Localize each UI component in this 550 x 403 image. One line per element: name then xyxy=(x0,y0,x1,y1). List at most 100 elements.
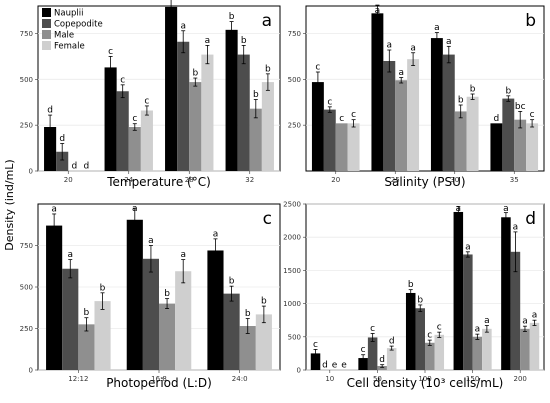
significance-letter: b xyxy=(505,86,511,96)
bar-male-240 xyxy=(239,326,256,370)
panel-letter: a xyxy=(262,11,272,31)
significance-letter: a xyxy=(522,317,528,327)
bar-female-100 xyxy=(434,334,445,370)
bar-female-200 xyxy=(529,322,540,370)
bar-copepodite-30 xyxy=(442,54,455,172)
panel-letter: d xyxy=(525,209,536,229)
bar-nauplii-25 xyxy=(371,13,384,172)
significance-letter: b xyxy=(408,280,414,290)
bar-copepodite-50 xyxy=(367,337,378,370)
significance-letter: c xyxy=(313,340,318,350)
y-tick-label: 0 xyxy=(29,168,33,176)
panel-c: 025050075012:12aabb16:8aaba24:0abbbcPhot… xyxy=(20,203,281,390)
legend-label: Nauplii xyxy=(54,9,83,19)
significance-letter: a xyxy=(532,311,538,321)
significance-letter: c xyxy=(120,75,125,85)
y-tick-label: 500 xyxy=(288,76,301,84)
significance-letter: b xyxy=(265,64,271,74)
bar-nauplii-168 xyxy=(126,219,143,370)
x-tick-label: 25 xyxy=(391,176,400,184)
x-axis-title: Salinity (PSU) xyxy=(384,175,465,189)
bar-copepodite-150 xyxy=(463,254,473,370)
legend-label: Copepodite xyxy=(54,20,103,30)
bar-female-32 xyxy=(261,82,274,171)
y-tick-label: 750 xyxy=(288,30,301,38)
significance-letter: a xyxy=(434,23,440,33)
bar-female-35 xyxy=(526,123,539,171)
significance-letter: a xyxy=(410,43,416,53)
y-tick-label: 750 xyxy=(20,30,33,38)
bar-male-100 xyxy=(425,342,435,370)
significance-letter: a xyxy=(465,242,471,252)
bar-nauplii-28 xyxy=(165,6,178,171)
legend-swatch xyxy=(42,41,51,50)
bar-nauplii-50 xyxy=(358,358,368,370)
significance-letter: a xyxy=(205,36,211,46)
significance-letter: a xyxy=(513,222,519,232)
y-tick-label: 2500 xyxy=(283,201,301,209)
significance-letter: a xyxy=(475,325,481,335)
y-tick-label: 500 xyxy=(20,76,33,84)
significance-letter: e xyxy=(332,361,338,371)
bar-copepodite-168 xyxy=(142,258,159,370)
x-tick-label: 50 xyxy=(373,375,382,383)
significance-letter: d xyxy=(71,162,77,172)
x-axis-title: Photoperiod (L:D) xyxy=(106,376,212,390)
significance-letter: b xyxy=(241,36,247,46)
panel-letter: b xyxy=(525,11,536,31)
bar-female-150 xyxy=(482,328,492,370)
bar-male-30 xyxy=(454,111,467,171)
bar-nauplii-1212 xyxy=(46,225,63,370)
x-tick-label: 16:8 xyxy=(151,375,167,383)
y-tick-label: 750 xyxy=(20,242,33,250)
bar-nauplii-32 xyxy=(225,29,238,172)
significance-letter: a xyxy=(213,229,219,239)
bar-male-50 xyxy=(377,366,387,370)
significance-letter: c xyxy=(361,345,366,355)
bar-female-24 xyxy=(140,110,153,171)
significance-letter: e xyxy=(341,361,347,371)
significance-letter: a xyxy=(387,41,393,51)
y-tick-label: 2000 xyxy=(283,234,301,242)
bar-nauplii-150 xyxy=(453,211,464,370)
x-tick-label: 28 xyxy=(185,176,194,184)
significance-letter: c xyxy=(144,96,149,106)
significance-letter: b xyxy=(229,12,235,22)
bar-copepodite-28 xyxy=(177,41,190,171)
significance-letter: b xyxy=(192,69,198,79)
x-tick-label: 20 xyxy=(331,176,340,184)
x-tick-label: 32 xyxy=(245,176,254,184)
significance-letter: c xyxy=(437,323,442,333)
bar-nauplii-200 xyxy=(501,217,511,370)
bar-copepodite-24 xyxy=(116,91,129,171)
significance-letter: d xyxy=(322,361,328,371)
bar-nauplii-20 xyxy=(44,127,57,171)
y-tick-label: 250 xyxy=(20,122,33,130)
significance-letter: c xyxy=(370,324,375,334)
x-axis-title: Cell density (10³ cells/mL) xyxy=(347,376,504,390)
bar-female-1212 xyxy=(94,301,111,370)
significance-letter: a xyxy=(503,204,509,214)
significance-letter: a xyxy=(68,250,74,260)
significance-letter: c xyxy=(315,63,320,73)
bar-copepodite-32 xyxy=(237,54,250,172)
bar-nauplii-20 xyxy=(311,82,324,171)
panel-letter: c xyxy=(263,209,272,229)
significance-letter: a xyxy=(132,204,138,214)
significance-letter: a xyxy=(51,204,57,214)
significance-letter: b xyxy=(245,309,251,319)
x-tick-label: 100 xyxy=(418,375,431,383)
significance-letter: c xyxy=(108,47,113,57)
significance-letter: a xyxy=(148,236,154,246)
bar-copepodite-25 xyxy=(383,61,396,171)
significance-letter: c xyxy=(339,114,344,124)
significance-letter: a xyxy=(456,204,462,214)
significance-letter: b xyxy=(164,289,170,299)
bar-copepodite-35 xyxy=(502,98,515,171)
significance-letter: b xyxy=(417,295,423,305)
y-tick-label: 500 xyxy=(288,333,301,341)
bar-male-28 xyxy=(189,82,202,171)
significance-letter: b xyxy=(100,283,106,293)
bar-copepodite-200 xyxy=(510,251,521,370)
